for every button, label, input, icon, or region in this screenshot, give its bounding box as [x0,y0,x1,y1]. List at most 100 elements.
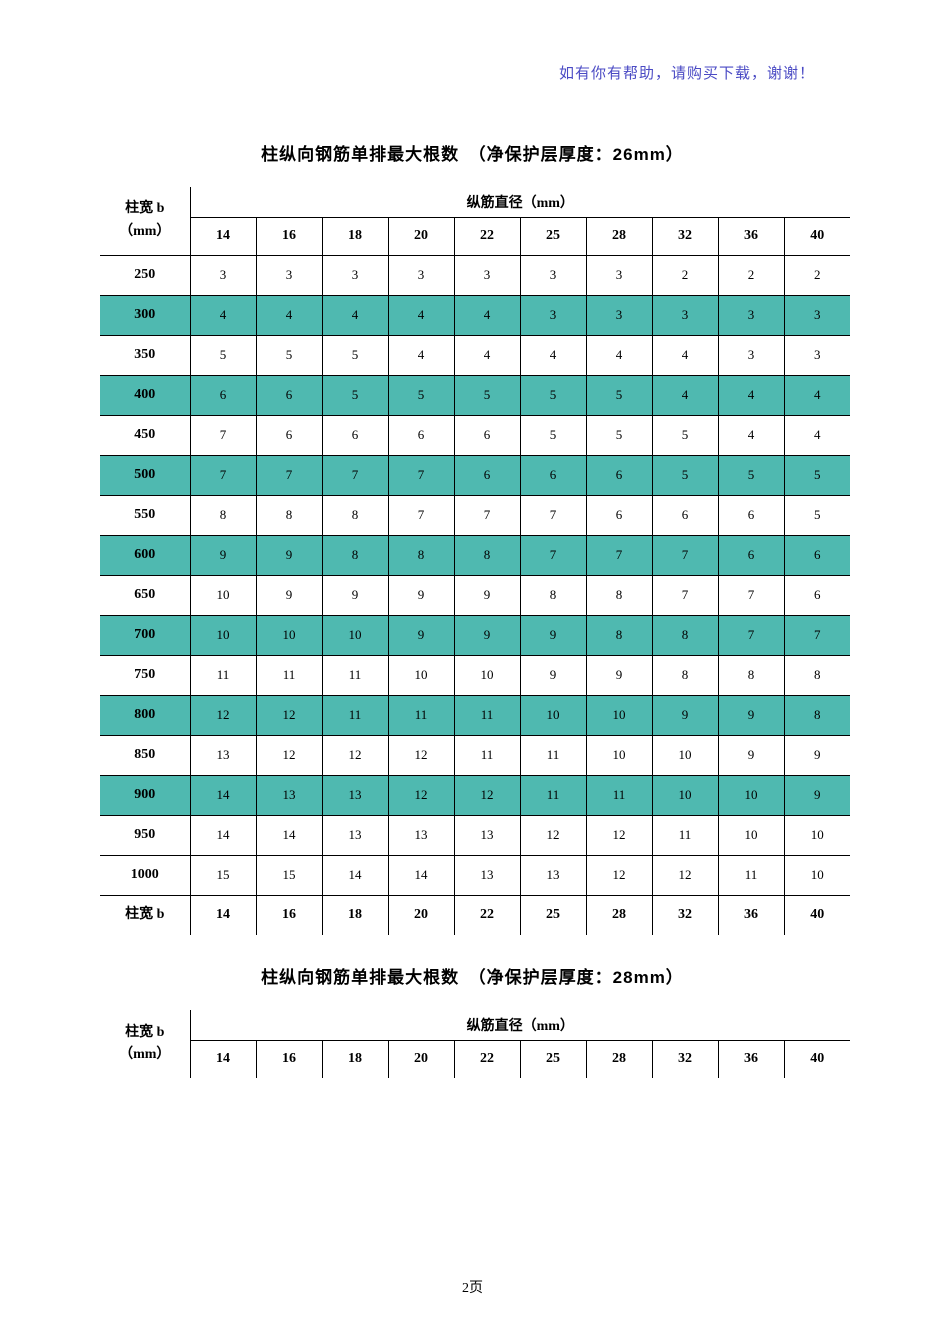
table1-cell: 4 [454,335,520,375]
table1-cell: 4 [388,335,454,375]
row-header-line1: 柱宽 b [125,201,164,216]
table1-cell: 9 [520,615,586,655]
table1-cell: 3 [784,295,850,335]
table1-cell: 4 [718,375,784,415]
table1-cell: 7 [652,535,718,575]
table1-row-label: 650 [100,575,190,615]
table2-col-header: 20 [388,1040,454,1078]
table1-cell: 4 [520,335,586,375]
table1-cell: 4 [586,335,652,375]
table1-cell: 3 [784,335,850,375]
table1-cell: 3 [388,255,454,295]
table1-cell: 4 [388,295,454,335]
table1-row-label: 500 [100,455,190,495]
table1-cell: 12 [520,815,586,855]
table1-cell: 9 [454,575,520,615]
table1-footer-col: 14 [190,895,256,935]
table1-col-header: 18 [322,217,388,255]
table2-col-header: 18 [322,1040,388,1078]
table1-cell: 11 [454,735,520,775]
table1-col-header: 14 [190,217,256,255]
table1-cell: 8 [652,655,718,695]
table1-cell: 12 [652,855,718,895]
table1-cell: 14 [190,775,256,815]
table1-row-label: 850 [100,735,190,775]
table1-cell: 4 [718,415,784,455]
table1-cell: 10 [652,775,718,815]
table1-cell: 7 [190,415,256,455]
table1-cell: 7 [520,535,586,575]
table1-cell: 5 [784,455,850,495]
table1-cell: 6 [586,455,652,495]
table1-footer-col: 32 [652,895,718,935]
table1-cell: 6 [454,415,520,455]
table2-col-header: 28 [586,1040,652,1078]
table1-cell: 3 [586,255,652,295]
table1-cell: 11 [322,655,388,695]
table1-cell: 11 [388,695,454,735]
table1-cell: 9 [520,655,586,695]
table1-cell: 8 [718,655,784,695]
table1-cell: 6 [322,415,388,455]
table1-title: 柱纵向钢筋单排最大根数 （净保护层厚度：26mm） [100,140,845,165]
table1-cell: 11 [322,695,388,735]
table1-footer-col: 40 [784,895,850,935]
table1-cell: 5 [190,335,256,375]
table1-row-label: 600 [100,535,190,575]
page-number: 2页 [0,1277,945,1297]
table1-row-label: 700 [100,615,190,655]
table1-cell: 11 [520,735,586,775]
row-header-line2: （mm） [119,224,170,239]
table1-cell: 11 [190,655,256,695]
table1-col-header: 32 [652,217,718,255]
table1-cell: 7 [388,495,454,535]
table1-cell: 8 [322,495,388,535]
table1-cell: 5 [520,375,586,415]
table1-cell: 3 [586,295,652,335]
table1-cell: 10 [190,575,256,615]
table1-cell: 5 [322,375,388,415]
table1: 柱宽 b （mm） 纵筋直径（mm） 14161820222528323640 … [100,187,850,935]
table1-cell: 11 [652,815,718,855]
table1-cell: 10 [784,855,850,895]
table1-row-label: 350 [100,335,190,375]
table1-cell: 9 [454,615,520,655]
table1-cell: 9 [784,775,850,815]
table2-col-group-header: 纵筋直径（mm） [190,1010,850,1040]
table1-cell: 4 [784,415,850,455]
table2-col-header: 40 [784,1040,850,1078]
row-header-line1: 柱宽 b [125,1025,164,1040]
table1-cell: 8 [190,495,256,535]
table1-cell: 7 [520,495,586,535]
table2-col-header: 32 [652,1040,718,1078]
table1-cell: 7 [322,455,388,495]
table1-cell: 9 [388,615,454,655]
table1-cell: 13 [190,735,256,775]
table1-col-header: 16 [256,217,322,255]
table1-cell: 9 [586,655,652,695]
table1-cell: 5 [652,455,718,495]
table1-cell: 10 [718,775,784,815]
table1-cell: 14 [190,815,256,855]
table1-cell: 7 [652,575,718,615]
table1-footer-col: 36 [718,895,784,935]
table1-cell: 3 [718,295,784,335]
table1-cell: 5 [388,375,454,415]
table1-footer-col: 28 [586,895,652,935]
table1-cell: 9 [718,695,784,735]
table1-col-header: 25 [520,217,586,255]
table1-cell: 12 [256,695,322,735]
table1-cell: 11 [520,775,586,815]
table1-cell: 13 [388,815,454,855]
table1-cell: 6 [256,415,322,455]
table1-cell: 8 [454,535,520,575]
table1-cell: 5 [718,455,784,495]
table1-col-header: 36 [718,217,784,255]
table1-col-header: 40 [784,217,850,255]
table1-row-label: 800 [100,695,190,735]
table1-cell: 10 [322,615,388,655]
table1-col-header: 20 [388,217,454,255]
table1-cell: 10 [454,655,520,695]
table2-col-header: 22 [454,1040,520,1078]
table1-cell: 5 [256,335,322,375]
